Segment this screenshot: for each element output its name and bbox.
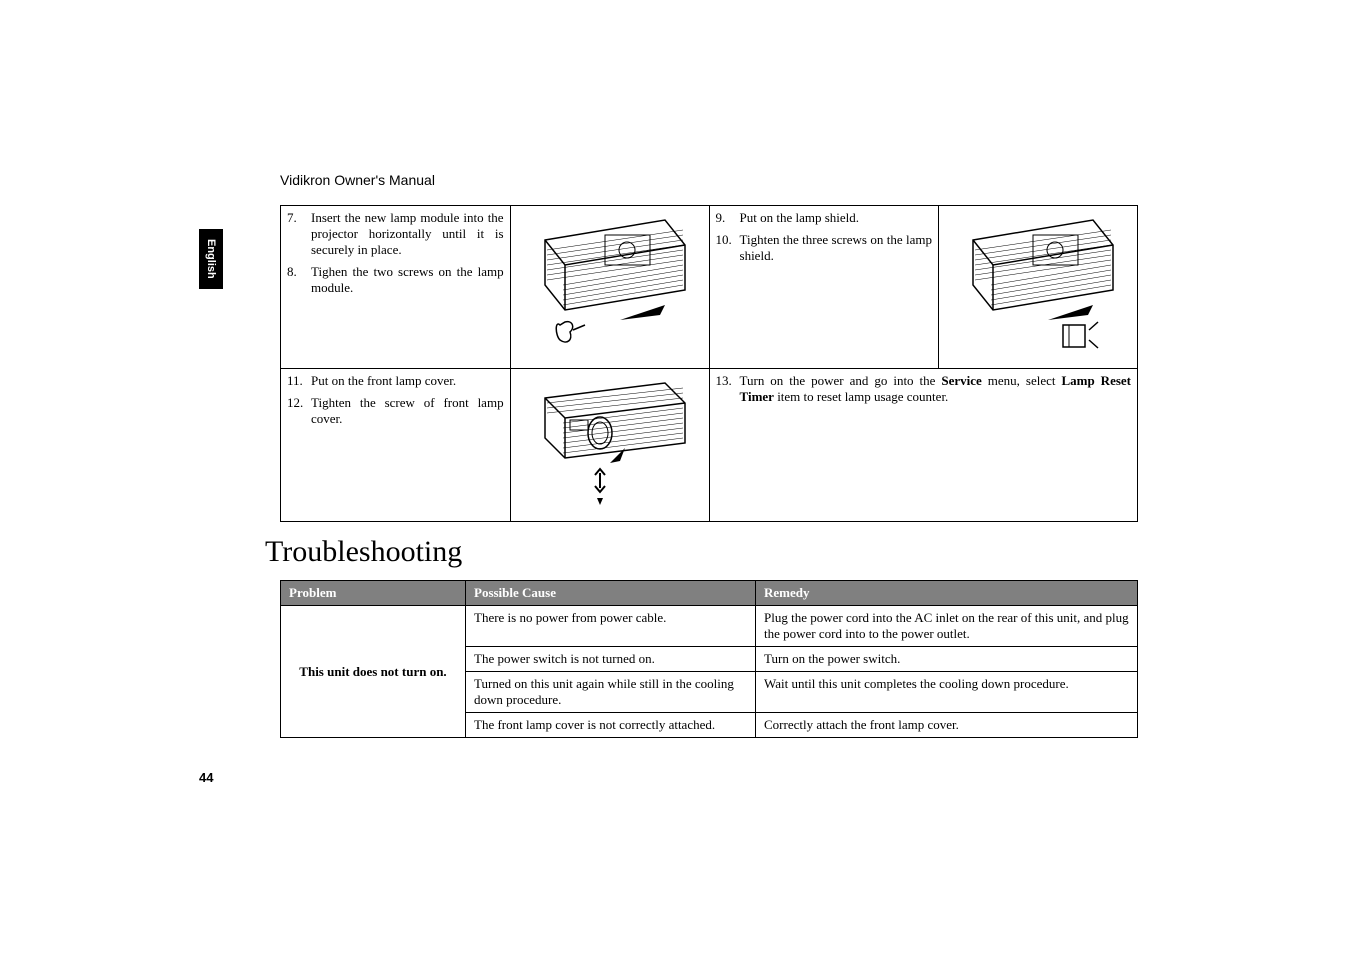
remedy-3: Wait until this unit completes the cooli… <box>756 672 1138 713</box>
cause-2: The power switch is not turned on. <box>466 647 756 672</box>
steps-11-12-image <box>510 369 709 522</box>
cause-4: The front lamp cover is not correctly at… <box>466 713 756 738</box>
language-tab: English <box>199 229 223 289</box>
projector-shield-icon <box>953 210 1123 360</box>
steps-7-8-image <box>510 206 709 369</box>
step-8-text: Tighen the two screws on the lamp module… <box>311 264 504 296</box>
trouble-header-row: Problem Possible Cause Remedy <box>281 581 1138 606</box>
step-12-num: 12. <box>287 395 311 427</box>
step-9-text: Put on the lamp shield. <box>740 210 860 226</box>
step-7-num: 7. <box>287 210 311 258</box>
cause-1: There is no power from power cable. <box>466 606 756 647</box>
remedy-4: Correctly attach the front lamp cover. <box>756 713 1138 738</box>
troubleshooting-heading: Troubleshooting <box>265 535 462 569</box>
steps-7-8-text: 7. Insert the new lamp module into the p… <box>281 206 511 369</box>
step-13-num: 13. <box>716 373 740 405</box>
page-number: 44 <box>199 770 213 785</box>
step-12-text: Tighten the screw of front lamp cover. <box>311 395 504 427</box>
step-13-cell: 13. Turn on the power and go into the Se… <box>709 369 1137 522</box>
step-9-num: 9. <box>716 210 740 226</box>
manual-header: Vidikron Owner's Manual <box>280 172 435 188</box>
steps-row-2: 11. Put on the front lamp cover. 12. Tig… <box>281 369 1138 522</box>
th-cause: Possible Cause <box>466 581 756 606</box>
steps-row-1: 7. Insert the new lamp module into the p… <box>281 206 1138 369</box>
th-remedy: Remedy <box>756 581 1138 606</box>
step-8-num: 8. <box>287 264 311 296</box>
instruction-steps-table: 7. Insert the new lamp module into the p… <box>280 205 1138 522</box>
step-7-text: Insert the new lamp module into the proj… <box>311 210 504 258</box>
s13-e: item to reset lamp usage counter. <box>774 389 948 404</box>
remedy-2: Turn on the power switch. <box>756 647 1138 672</box>
steps-9-10-image <box>939 206 1138 369</box>
projector-open-icon <box>525 210 695 360</box>
troubleshooting-table: Problem Possible Cause Remedy This unit … <box>280 580 1138 738</box>
step-11-num: 11. <box>287 373 311 389</box>
problem-cell: This unit does not turn on. <box>281 606 466 738</box>
step-13-text: Turn on the power and go into the Servic… <box>740 373 1131 405</box>
s13-b: Service <box>941 373 981 388</box>
trouble-row-1: This unit does not turn on. There is no … <box>281 606 1138 647</box>
s13-c: menu, select <box>982 373 1062 388</box>
steps-9-10-text: 9. Put on the lamp shield. 10. Tighten t… <box>709 206 939 369</box>
remedy-1: Plug the power cord into the AC inlet on… <box>756 606 1138 647</box>
step-10-text: Tighten the three screws on the lamp shi… <box>740 232 933 264</box>
th-problem: Problem <box>281 581 466 606</box>
step-11-text: Put on the front lamp cover. <box>311 373 456 389</box>
cause-3: Turned on this unit again while still in… <box>466 672 756 713</box>
step-10-num: 10. <box>716 232 740 264</box>
s13-a: Turn on the power and go into the <box>740 373 942 388</box>
projector-front-icon <box>525 373 695 513</box>
steps-11-12-text: 11. Put on the front lamp cover. 12. Tig… <box>281 369 511 522</box>
